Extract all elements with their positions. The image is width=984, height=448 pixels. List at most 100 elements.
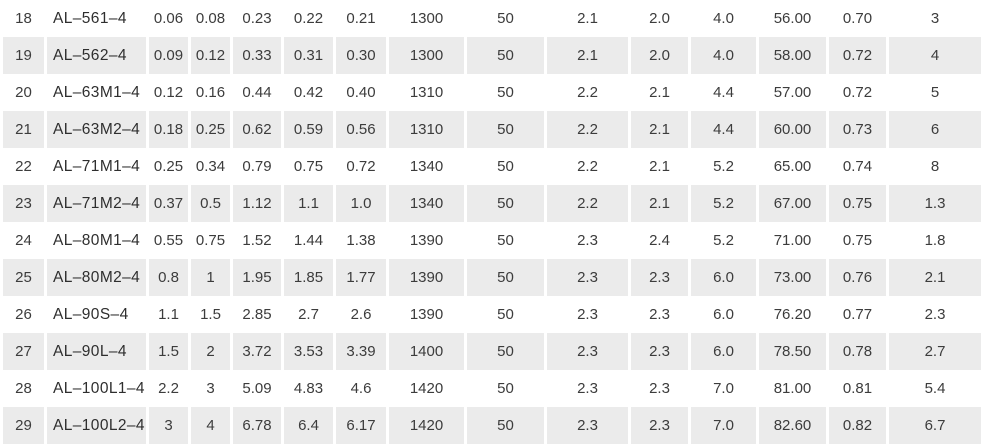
value-cell: 0.56: [336, 111, 386, 148]
value-cell: 0.78: [829, 333, 886, 370]
value-cell: 76.20: [773, 306, 812, 323]
value-cell: 6.17: [336, 407, 386, 444]
table-row: 28 AL–100L1–4 2.2 3 5.09 4.83 4.6 1420 50 2.3 2.3 7…: [3, 370, 981, 407]
value-cell: 60.00: [759, 111, 826, 148]
value-cell: 1.1: [158, 306, 179, 323]
value-cell: 8: [930, 158, 940, 175]
value-cell: 5.2: [713, 232, 734, 249]
value-cell: 2.1: [577, 10, 598, 27]
value-cell: 0.09: [149, 37, 188, 74]
value-cell: 56.00: [773, 10, 812, 27]
value-cell: 50: [497, 232, 514, 249]
value-cell: 6.7: [889, 407, 981, 444]
value-cell: 0.22: [293, 10, 324, 27]
value-cell: 1400: [389, 333, 464, 370]
value-cell: 50: [467, 333, 544, 370]
value-cell: 2.3: [577, 380, 598, 397]
value-cell: 2.1: [889, 259, 981, 296]
model-name-cell: AL–63M2–4: [47, 111, 146, 148]
value-cell: 1390: [409, 306, 444, 323]
value-cell: 1.85: [284, 259, 333, 296]
value-cell: 0.5: [191, 185, 230, 222]
value-cell: 5.2: [713, 158, 734, 175]
value-cell: 2.1: [649, 158, 670, 175]
value-cell: 50: [497, 306, 514, 323]
value-cell: 4.4: [691, 111, 756, 148]
value-cell: 50: [497, 10, 514, 27]
value-cell: 1.52: [242, 232, 272, 249]
row-number-cell: 21: [3, 111, 44, 148]
value-cell: 6.0: [691, 259, 756, 296]
value-cell: 1340: [389, 185, 464, 222]
value-cell: 2.2: [547, 111, 628, 148]
value-cell: 4.0: [713, 10, 734, 27]
value-cell: 50: [497, 380, 514, 397]
value-cell: 2.3: [631, 259, 688, 296]
model-name-cell: AL–90S–4: [53, 305, 129, 323]
value-cell: 2.3: [631, 407, 688, 444]
value-cell: 1420: [389, 407, 464, 444]
value-cell: 2.2: [577, 84, 598, 101]
value-cell: 67.00: [759, 185, 826, 222]
table-row: 21 AL–63M2–4 0.18 0.25 0.62 0.59 0.56 1310 50 2.2…: [3, 111, 981, 148]
value-cell: 3: [930, 10, 940, 27]
value-cell: 2.3: [577, 306, 598, 323]
value-cell: 1.95: [233, 259, 281, 296]
value-cell: 0.40: [346, 84, 376, 101]
value-cell: 1.5: [149, 333, 188, 370]
value-cell: 1: [191, 259, 230, 296]
value-cell: 5.09: [242, 380, 272, 397]
value-cell: 50: [497, 158, 514, 175]
value-cell: 2.1: [547, 37, 628, 74]
value-cell: 7.0: [713, 380, 734, 397]
value-cell: 0.08: [195, 10, 226, 27]
value-cell: 2.7: [298, 306, 319, 323]
value-cell: 2.3: [577, 232, 598, 249]
value-cell: 50: [467, 407, 544, 444]
table-row: 22 AL–71M1–4 0.25 0.34 0.79 0.75 0.72 1340 50 2.2…: [3, 148, 981, 185]
table-body: 18 AL–561–4 0.06 0.08 0.23 0.22 0.21 1300 50 2.1 2…: [3, 0, 981, 444]
value-cell: 0.21: [346, 10, 376, 27]
row-number-cell: 24: [15, 232, 32, 249]
value-cell: 0.72: [829, 37, 886, 74]
value-cell: 71.00: [773, 232, 812, 249]
value-cell: 0.30: [336, 37, 386, 74]
table-row: 20 AL–63M1–4 0.12 0.16 0.44 0.42 0.40 1310 50 2.2…: [3, 74, 981, 111]
row-number-cell: 27: [3, 333, 44, 370]
value-cell: 0.62: [233, 111, 281, 148]
value-cell: 2: [191, 333, 230, 370]
value-cell: 0.12: [153, 84, 184, 101]
value-cell: 0.06: [153, 10, 184, 27]
value-cell: 1390: [409, 232, 444, 249]
value-cell: 2.0: [631, 37, 688, 74]
value-cell: 4: [889, 37, 981, 74]
value-cell: 0.74: [842, 158, 873, 175]
row-number-cell: 19: [3, 37, 44, 74]
table-row: 29 AL–100L2–4 3 4 6.78 6.4 6.17 1420 50 2.3 2.3 7.0…: [3, 407, 981, 444]
value-cell: 73.00: [759, 259, 826, 296]
table-row: 25 AL–80M2–4 0.8 1 1.95 1.85 1.77 1390 50 2.3 2.3 6…: [3, 259, 981, 296]
value-cell: 2.3: [649, 306, 670, 323]
value-cell: 0.31: [284, 37, 333, 74]
table-row: 27 AL–90L–4 1.5 2 3.72 3.53 3.39 1400 50 2.3 2.3 6.…: [3, 333, 981, 370]
model-name-cell: AL–80M2–4: [47, 259, 146, 296]
value-cell: 0.75: [293, 158, 324, 175]
value-cell: 82.60: [759, 407, 826, 444]
value-cell: 5: [930, 84, 940, 101]
value-cell: 2.3: [547, 333, 628, 370]
value-cell: 6.0: [691, 333, 756, 370]
value-cell: 3: [206, 380, 215, 397]
model-name-cell: AL–561–4: [53, 9, 127, 27]
value-cell: 2.7: [889, 333, 981, 370]
value-cell: 57.00: [773, 84, 812, 101]
value-cell: 78.50: [759, 333, 826, 370]
value-cell: 4.83: [293, 380, 324, 397]
value-cell: 2.85: [242, 306, 272, 323]
value-cell: 2.3: [547, 259, 628, 296]
value-cell: 50: [467, 185, 544, 222]
value-cell: 2.2: [577, 158, 598, 175]
value-cell: 0.75: [829, 185, 886, 222]
value-cell: 1.8: [924, 232, 946, 249]
value-cell: 0.81: [842, 380, 873, 397]
value-cell: 4.6: [350, 380, 372, 397]
